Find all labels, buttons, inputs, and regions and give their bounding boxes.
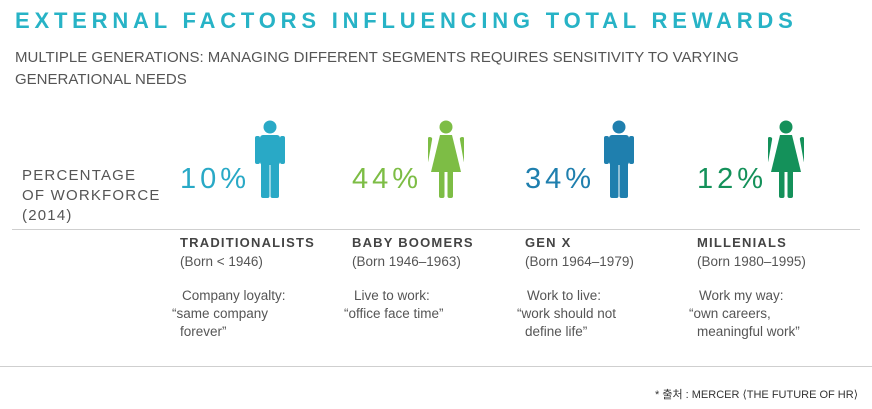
gen-x-percent: 34% [525, 163, 596, 195]
work-attitude: Work to live: “work should not define li… [517, 288, 617, 339]
generation-baby-boomers: BABY BOOMERS (Born 1946–1963) Live to wo… [344, 234, 517, 323]
percentage-label: PERCENTAGE OF WORKFORCE (2014) [22, 167, 161, 224]
work-attitude: Work my way: “own careers, meaningful wo… [689, 288, 800, 339]
birth-range: (Born < 1946) [180, 254, 263, 269]
generation-name: TRADITIONALISTS [180, 235, 315, 250]
infographic-panel: EXTERNAL FACTORS INFLUENCING TOTAL REWAR… [0, 8, 872, 367]
male-person-icon [604, 120, 634, 198]
female-person-icon [768, 120, 804, 198]
female-person-icon [428, 120, 464, 198]
generation-traditionalists: TRADITIONALISTS (Born < 1946) Company lo… [172, 234, 345, 341]
birth-range: (Born 1946–1963) [352, 254, 461, 269]
work-attitude: Live to work: “office face time” [344, 288, 444, 321]
generation-gen-x: GEN X (Born 1964–1979) Work to live: “wo… [517, 234, 690, 341]
traditionalists-percent: 10% [180, 163, 251, 195]
generation-millenials: MILLENIALS (Born 1980–1995) Work my way:… [689, 234, 862, 341]
birth-range: (Born 1980–1995) [697, 254, 806, 269]
work-attitude: Company loyalty: “same company forever” [172, 288, 286, 339]
divider [12, 229, 860, 230]
birth-range: (Born 1964–1979) [525, 254, 634, 269]
generation-name: BABY BOOMERS [352, 235, 474, 250]
page-title: EXTERNAL FACTORS INFLUENCING TOTAL REWAR… [15, 8, 798, 33]
baby-boomers-percent: 44% [352, 163, 423, 195]
male-person-icon [255, 120, 285, 198]
generation-name: GEN X [525, 235, 572, 250]
millenials-percent: 12% [697, 163, 768, 195]
generation-name: MILLENIALS [697, 235, 787, 250]
source-caption: * 출처 : MERCER ⟨THE FUTURE OF HR⟩ [655, 389, 858, 401]
subtitle: MULTIPLE GENERATIONS: MANAGING DIFFERENT… [15, 49, 739, 88]
